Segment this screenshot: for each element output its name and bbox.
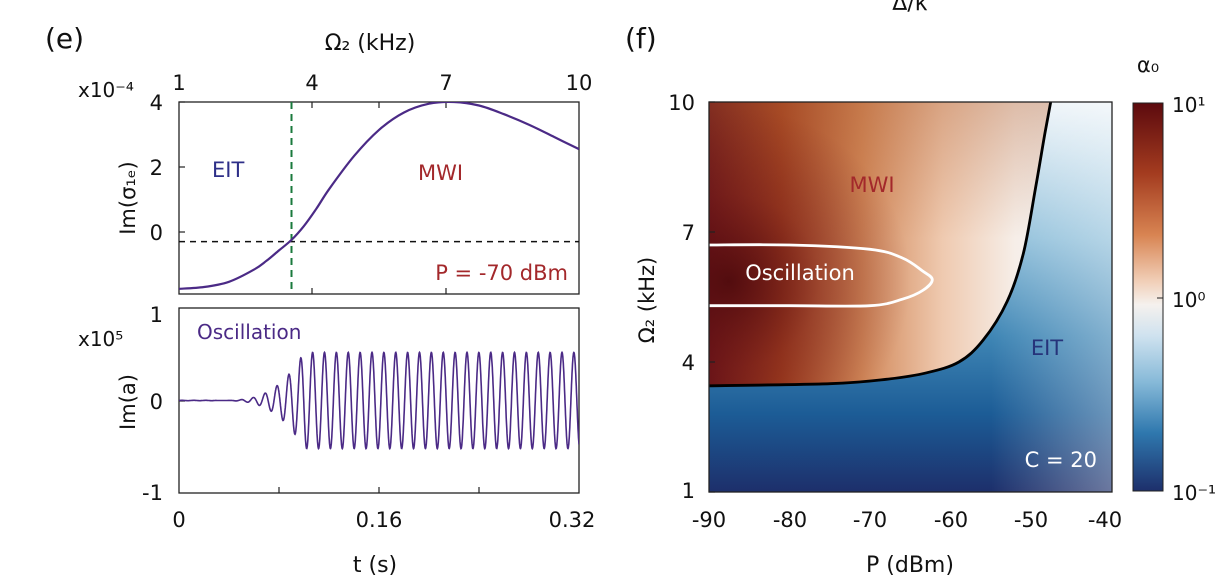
oscillation-boundary <box>708 243 934 308</box>
panel-f-xlabel: P (dBm) <box>866 553 954 578</box>
panel-e-top-ytick: 0 <box>150 221 163 245</box>
top-axis-tick: 7 <box>439 71 452 95</box>
panel-e-bottom-tickmarks <box>179 400 480 493</box>
panel-e-bottom-ytick: -1 <box>142 481 163 505</box>
panel-f-yticks: 10 7 4 1 <box>668 91 695 503</box>
heatmap <box>708 101 1113 493</box>
eit-mwi-boundary <box>708 101 1053 388</box>
panel-e-top-ylabel: Im(σ₁ₑ) <box>116 161 140 235</box>
cutoff-top-label: Δ/κ <box>892 0 927 16</box>
panel-e-top-exponent: x10⁻⁴ <box>78 78 134 102</box>
colorbar-tick: 10¹ <box>1172 93 1205 117</box>
region-mwi-label: MWI <box>418 161 463 185</box>
panel-e-top-tickmarks <box>179 101 447 294</box>
panel-e-bottom-ylabel: Im(a) <box>116 374 140 430</box>
panel-e-bottom-exponent: x10⁵ <box>78 327 123 351</box>
x-tick: 0.32 <box>549 508 596 532</box>
panel-e-bottom-ytick: 1 <box>150 303 163 327</box>
colorbar-title: α₀ <box>1137 53 1159 77</box>
panel-f-ytick-marks <box>709 101 715 493</box>
coupling-annotation: C = 20 <box>1025 448 1097 472</box>
panel-e-top-ytick: 2 <box>150 156 163 180</box>
y-tick: 1 <box>682 479 695 503</box>
x-tick: -70 <box>853 508 887 532</box>
power-annotation: P = -70 dBm <box>435 261 568 285</box>
panel-f: (f) MWI Oscillation EIT C = 20 10 7 4 1 <box>625 22 1216 578</box>
x-tick: -90 <box>692 508 726 532</box>
region-eit-label: EIT <box>212 158 244 182</box>
colorbar-tick: 10⁻¹ <box>1172 481 1216 505</box>
panel-f-xticks: -90 -80 -70 -60 -50 -40 <box>692 508 1122 532</box>
heatmap-frame <box>708 101 1113 493</box>
colorbar-tickmarks <box>1157 102 1163 492</box>
panel-e-xlabel: t (s) <box>353 553 397 578</box>
colorbar-tick: 10⁰ <box>1172 288 1205 312</box>
x-tick: -40 <box>1088 508 1122 532</box>
panel-e-bottom-plot: x10⁵ 1 0 -1 Im(a) Oscillation <box>78 303 580 505</box>
y-tick: 7 <box>682 221 695 245</box>
im-a-oscillation-curve <box>179 350 579 451</box>
oscillation-annotation: Oscillation <box>197 320 301 344</box>
y-tick: 10 <box>668 91 695 115</box>
x-tick: -80 <box>773 508 807 532</box>
panel-e-top-axis-label: Ω₂ (kHz) <box>325 31 416 56</box>
im-sigma-curve <box>179 102 579 290</box>
top-axis-tick: 10 <box>566 71 593 95</box>
panel-e-xticks: 0 0.16 0.32 <box>172 508 595 532</box>
top-axis-tick: 4 <box>305 71 318 95</box>
panel-e-bottom-ytick: 0 <box>150 390 163 414</box>
x-tick: 0.16 <box>356 508 403 532</box>
heatmap-eit-highlight <box>709 102 1112 492</box>
region-mwi-label: MWI <box>849 173 894 197</box>
panel-e-label: (e) <box>45 22 84 55</box>
x-tick: -50 <box>1014 508 1048 532</box>
colorbar: α₀ 10¹ 10⁰ 10⁻¹ <box>1132 53 1216 505</box>
panel-f-label: (f) <box>625 22 657 55</box>
panel-e-top-ytick: 4 <box>150 91 163 115</box>
x-tick: 0 <box>172 508 185 532</box>
x-tick: -60 <box>934 508 968 532</box>
panel-e: (e) Ω₂ (kHz) 1 4 7 10 x10⁻⁴ 4 2 0 <box>45 22 595 578</box>
region-oscillation-label: Oscillation <box>745 261 855 285</box>
y-tick: 4 <box>682 351 695 375</box>
top-axis-tick: 1 <box>172 71 185 95</box>
colorbar-gradient <box>1132 102 1164 492</box>
panel-e-top-axis-ticks: 1 4 7 10 <box>172 71 592 95</box>
region-eit-label: EIT <box>1031 336 1063 360</box>
panel-f-ylabel: Ω₂ (kHz) <box>635 257 659 344</box>
panel-e-top-plot: x10⁻⁴ 4 2 0 Im(σ₁ₑ) EIT MWI P = -70 dBm <box>78 78 580 295</box>
